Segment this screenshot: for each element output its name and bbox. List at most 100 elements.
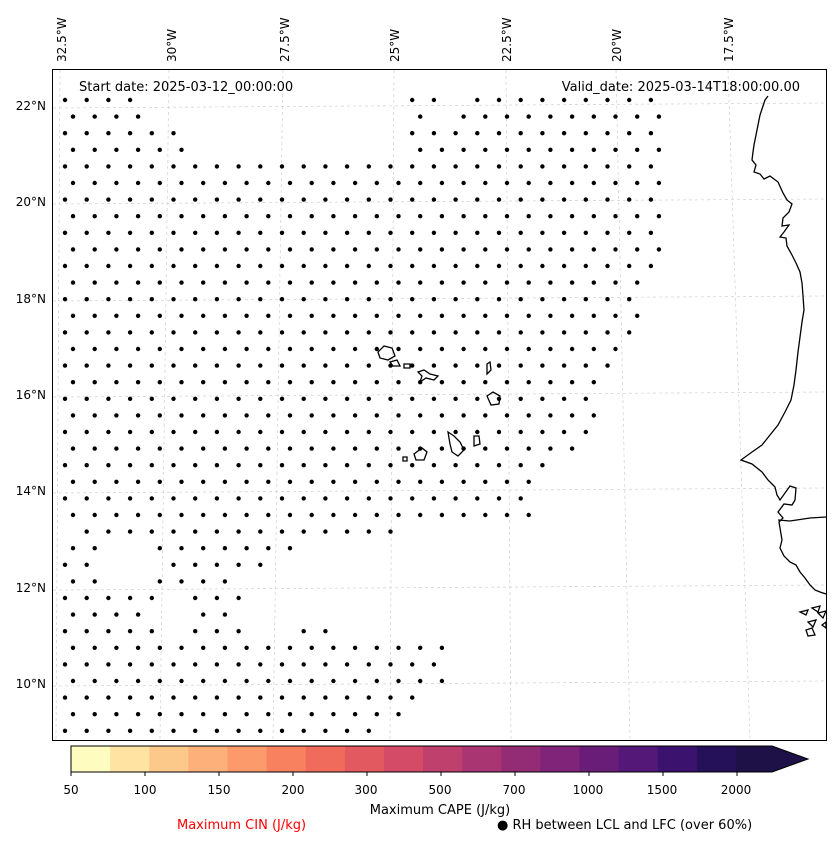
rh-marker — [127, 595, 133, 601]
rh-marker — [171, 496, 176, 501]
rh-marker — [106, 131, 111, 136]
rh-marker — [258, 728, 263, 733]
rh-marker — [244, 214, 249, 219]
rh-marker — [287, 346, 293, 352]
rh-marker — [561, 131, 567, 136]
rh-marker — [201, 214, 206, 219]
rh-marker — [431, 297, 437, 302]
rh-marker — [439, 280, 445, 285]
rh-marker — [627, 263, 632, 269]
rh-marker — [236, 662, 241, 667]
rh-marker — [258, 662, 263, 667]
rh-marker — [258, 263, 263, 269]
rh-marker — [92, 346, 97, 352]
rh-marker — [439, 446, 445, 451]
rh-marker — [62, 662, 68, 667]
rh-marker — [266, 712, 271, 717]
colorbar-tick-label: 100 — [134, 783, 157, 797]
rh-marker — [62, 429, 68, 435]
rh-marker — [388, 197, 393, 202]
island-santiago — [447, 430, 465, 457]
rh-marker — [410, 131, 415, 136]
rh-marker — [461, 247, 466, 252]
rh-marker — [569, 247, 575, 252]
rh-marker — [352, 446, 358, 451]
rh-marker — [396, 413, 401, 418]
colorbar-segment — [71, 746, 111, 772]
rh-marker — [504, 247, 510, 252]
rh-marker — [214, 562, 220, 567]
rh-marker — [656, 180, 662, 186]
rh-marker — [496, 230, 502, 235]
rh-marker — [62, 562, 68, 567]
rh-marker — [418, 180, 423, 186]
colorbar-segment — [188, 746, 228, 772]
rh-marker — [266, 678, 271, 684]
rh-marker — [222, 579, 228, 584]
rh-marker — [236, 396, 241, 401]
rh-marker — [193, 562, 198, 567]
rh-marker — [258, 330, 263, 335]
rh-marker — [135, 612, 141, 617]
rh-marker — [201, 678, 206, 684]
rh-marker — [236, 197, 241, 202]
rh-marker — [591, 180, 596, 186]
rh-marker — [287, 380, 293, 385]
rh-marker — [106, 728, 111, 733]
rh-marker — [70, 645, 76, 650]
rh-marker — [193, 529, 198, 534]
rh-marker — [388, 529, 393, 534]
rh-marker — [279, 496, 285, 501]
rh-marker — [461, 380, 466, 385]
rh-marker — [418, 479, 423, 484]
rh-marker — [157, 678, 162, 684]
rh-marker — [149, 330, 154, 335]
rh-marker — [331, 380, 336, 385]
rh-marker — [179, 380, 184, 385]
rh-marker — [344, 230, 350, 235]
rh-marker — [569, 313, 575, 318]
rh-marker — [236, 496, 241, 501]
rh-marker — [561, 97, 567, 103]
rh-marker — [344, 429, 350, 435]
lat-label: 20°N — [16, 195, 46, 209]
rh-marker — [518, 429, 523, 435]
rh-marker — [656, 247, 662, 252]
rh-marker — [179, 214, 184, 219]
rh-marker — [323, 695, 328, 700]
rh-marker — [70, 512, 76, 518]
rh-marker — [504, 280, 510, 285]
rh-marker — [418, 413, 423, 418]
rh-marker — [309, 247, 314, 252]
rh-marker — [301, 164, 306, 169]
rh-marker — [583, 429, 588, 435]
colorbar-tick-label: 50 — [63, 783, 78, 797]
rh-marker — [439, 380, 445, 385]
rh-marker — [244, 678, 249, 684]
rh-marker — [483, 214, 488, 219]
rh-marker — [591, 346, 596, 352]
rh-marker — [222, 380, 228, 385]
rh-marker — [439, 678, 445, 684]
rh-marker — [135, 446, 141, 451]
rh-marker — [548, 114, 553, 119]
rh-marker — [92, 147, 97, 152]
rh-marker — [214, 263, 220, 269]
rh-marker — [309, 214, 314, 219]
rh-marker — [244, 446, 249, 451]
rh-marker — [84, 297, 89, 302]
rh-marker — [461, 214, 466, 219]
rh-marker — [179, 579, 184, 584]
rh-marker — [561, 297, 567, 302]
rh-marker — [266, 446, 271, 451]
rh-marker — [70, 546, 76, 551]
rh-marker — [410, 230, 415, 235]
rh-marker — [62, 595, 68, 601]
rh-marker — [366, 363, 371, 368]
rh-marker — [431, 363, 437, 368]
rh-marker — [135, 479, 141, 484]
rh-marker — [540, 263, 545, 269]
rh-marker — [92, 712, 97, 717]
rh-marker — [344, 363, 350, 368]
rh-marker — [431, 164, 437, 169]
